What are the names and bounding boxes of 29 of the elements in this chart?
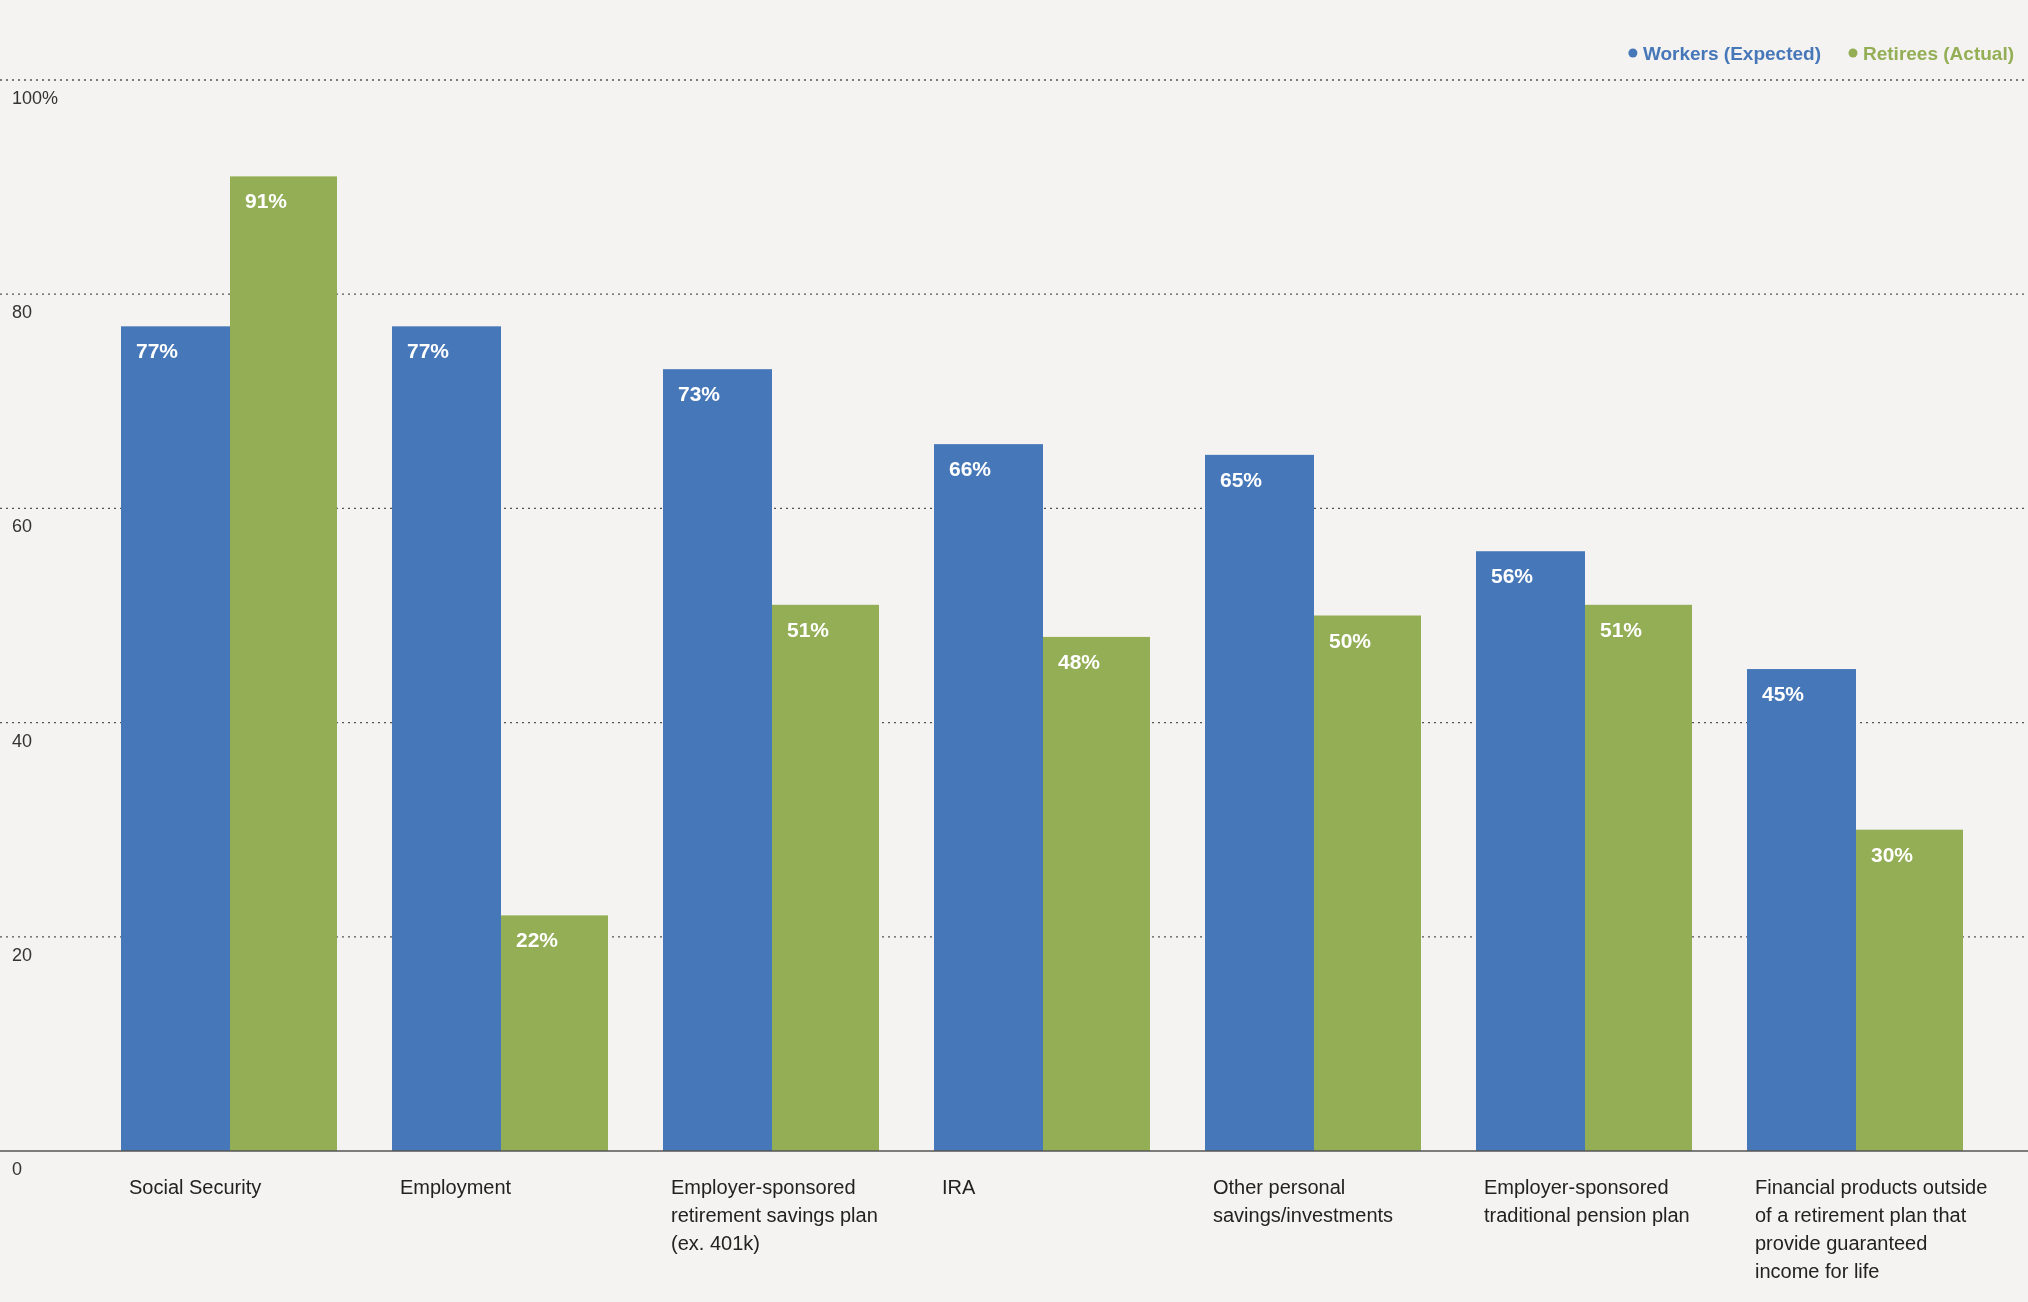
data-label: 48% [1058, 649, 1101, 673]
x-tick-label: Employer-sponsored traditional pension plan [1484, 1176, 1690, 1226]
data-label: 66% [949, 457, 992, 481]
x-tick-label: Financial products outside of a retirement plan that provide guaranteed income for life [1755, 1176, 1988, 1282]
x-tick-label: IRA [942, 1176, 976, 1198]
data-label: 22% [516, 928, 559, 952]
x-tick-label: Other personal savings/investments [1213, 1176, 1394, 1226]
data-label: 51% [1600, 617, 1643, 641]
data-label: 30% [1871, 842, 1914, 866]
y-tick-label: 20 [12, 944, 33, 965]
data-label: 51% [787, 617, 830, 641]
data-label: 50% [1329, 628, 1372, 652]
data-label: 56% [1491, 564, 1534, 588]
legend-label: Workers (Expected) [1642, 43, 1821, 64]
data-label: 65% [1220, 467, 1263, 491]
x-tick-label: Social Security [129, 1176, 262, 1198]
data-label: 73% [678, 382, 721, 406]
x-tick-label: Employment [400, 1176, 512, 1198]
data-label: 77% [136, 339, 179, 363]
y-tick-label: 100% [12, 88, 59, 108]
x-tick-label: Employer-sponsored retirement savings plan (ex. 401k) [671, 1176, 878, 1254]
y-tick-label: 0 [12, 1159, 23, 1179]
legend-label: Retirees (Actual) [1863, 43, 2014, 64]
y-tick-label: 40 [12, 730, 33, 751]
y-tick-label: 60 [12, 516, 33, 537]
data-label: 77% [407, 339, 450, 363]
y-tick-label: 80 [12, 302, 33, 323]
data-label: 45% [1762, 682, 1805, 706]
data-label: 91% [245, 189, 288, 213]
